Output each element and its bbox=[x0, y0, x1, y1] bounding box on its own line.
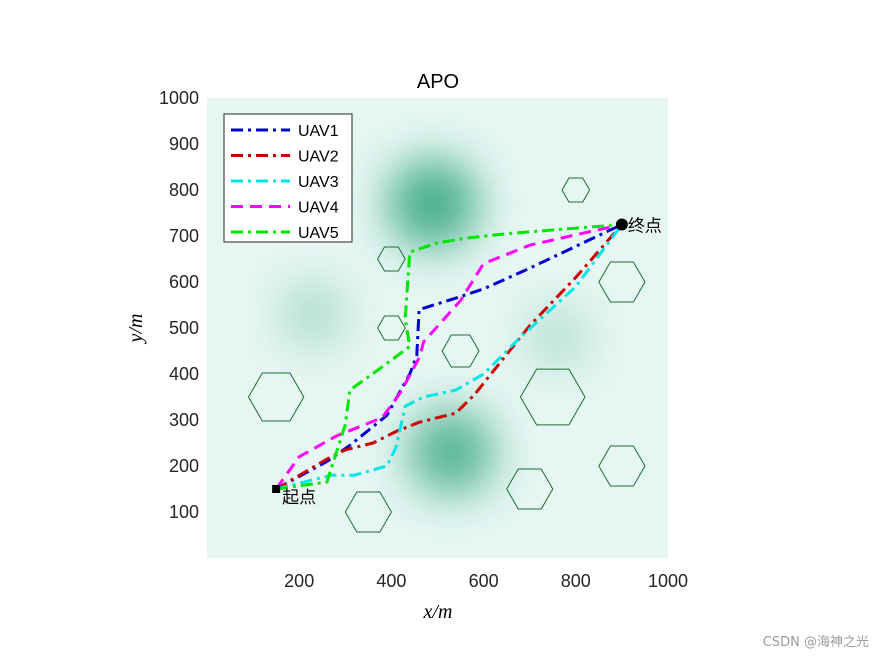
y-tick-label: 500 bbox=[169, 318, 199, 338]
legend-label-uav1: UAV1 bbox=[298, 123, 339, 140]
terrain-peak bbox=[279, 280, 347, 348]
y-tick-label: 1000 bbox=[159, 88, 199, 108]
obstacle-hexagon bbox=[377, 246, 406, 272]
legend-label-uav2: UAV2 bbox=[298, 149, 339, 166]
path-uav2 bbox=[275, 223, 624, 491]
obstacle-hexagon bbox=[561, 177, 591, 203]
path-uav4 bbox=[274, 223, 623, 490]
path-uav5 bbox=[275, 223, 623, 491]
chart-title: APO bbox=[417, 71, 459, 93]
x-tick-label: 600 bbox=[469, 571, 499, 591]
obstacle-hexagon bbox=[519, 368, 586, 426]
x-tick-label: 800 bbox=[561, 571, 591, 591]
legend-box bbox=[223, 113, 353, 243]
y-axis-ticks: 100 200 300 400 500 600 700 800 900 1000 bbox=[159, 88, 199, 522]
obstacle-hexagon bbox=[598, 261, 646, 303]
obstacle-hexagon bbox=[598, 445, 646, 487]
obstacle-hexagon bbox=[377, 315, 406, 341]
x-axis-ticks: 200 400 600 800 1000 bbox=[284, 571, 688, 591]
obstacle-hexagon bbox=[247, 372, 305, 422]
terrain-peak bbox=[525, 304, 590, 370]
x-tick-label: 1000 bbox=[648, 571, 688, 591]
start-marker bbox=[272, 485, 281, 493]
obstacle-hexagon bbox=[441, 334, 480, 368]
obstacle-hexagon bbox=[344, 491, 392, 533]
x-axis-label: x/m bbox=[423, 601, 453, 623]
legend: UAV1 UAV2 UAV3 UAV4 UAV5 bbox=[223, 113, 353, 243]
terrain-peaks bbox=[279, 158, 590, 496]
watermark: CSDN @海神之光 bbox=[762, 635, 869, 650]
goal-marker bbox=[615, 218, 628, 231]
legend-label-uav4: UAV4 bbox=[298, 200, 339, 217]
y-tick-label: 700 bbox=[169, 226, 199, 246]
x-tick-label: 400 bbox=[376, 571, 406, 591]
y-tick-label: 100 bbox=[169, 502, 199, 522]
x-tick-label: 200 bbox=[284, 571, 314, 591]
y-tick-label: 600 bbox=[169, 272, 199, 292]
legend-label-uav3: UAV3 bbox=[298, 174, 339, 191]
obstacle-hexagon bbox=[506, 468, 554, 510]
legend-label-uav5: UAV5 bbox=[298, 225, 339, 242]
endpoints: 起点 终点 bbox=[272, 217, 662, 508]
terrain-peak bbox=[387, 158, 479, 250]
start-label: 起点 bbox=[282, 488, 316, 508]
y-axis-label: y/m bbox=[125, 314, 147, 345]
y-tick-label: 200 bbox=[169, 456, 199, 476]
y-tick-label: 400 bbox=[169, 364, 199, 384]
path-uav3 bbox=[275, 223, 624, 491]
goal-label: 终点 bbox=[628, 217, 662, 237]
y-tick-label: 300 bbox=[169, 410, 199, 430]
obstacles bbox=[247, 177, 646, 533]
terrain-peak bbox=[407, 408, 496, 496]
y-tick-label: 800 bbox=[169, 180, 199, 200]
uav-paths bbox=[274, 223, 624, 491]
y-tick-label: 900 bbox=[169, 134, 199, 154]
